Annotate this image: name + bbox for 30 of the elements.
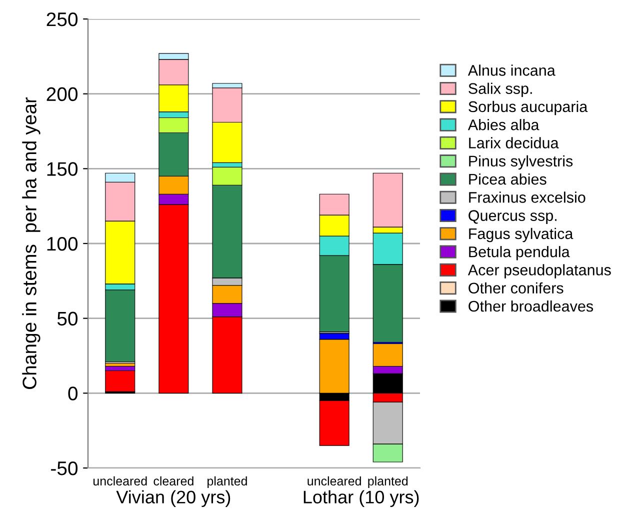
legend-label: Quercus ssp. xyxy=(468,210,556,224)
legend-label: Sorbus aucuparia xyxy=(468,100,588,116)
y-axis-title: Change in stems per ha and year xyxy=(22,97,40,389)
legend-label: Alnus incana xyxy=(468,64,556,76)
bar xyxy=(105,370,136,392)
x-tick-label: cleared xyxy=(154,476,194,486)
y-tick-label: 200 xyxy=(46,87,78,102)
y-tick-label: 50 xyxy=(57,312,78,326)
y-tick-label: 0 xyxy=(68,386,78,400)
x-tick-label: uncleared xyxy=(308,476,361,486)
legend-label: Pinus sylvestris xyxy=(469,155,573,170)
y-tick-label: 250 xyxy=(46,12,78,26)
legend-label: Salix ssp. xyxy=(468,82,532,97)
y-tick-label: 100 xyxy=(47,236,78,251)
legend-label: Fraxinus excelsio xyxy=(469,192,586,203)
y-tick-label: 150 xyxy=(47,162,78,176)
legend-label: Fagus sylvatica xyxy=(469,228,574,242)
legend-label: Betula pendula xyxy=(469,246,570,260)
y-tick-label: -50 xyxy=(51,461,78,476)
legend-label: Other broadleaves xyxy=(468,300,594,312)
legend-label: Other conifers xyxy=(468,282,564,294)
x-tick-label: planted xyxy=(208,476,247,488)
legend-label: Larix decidua xyxy=(469,137,559,148)
x-tick-label: planted xyxy=(368,476,408,488)
x-tick-label: uncleared xyxy=(93,476,147,486)
text: Vivian (20 yrs) xyxy=(116,490,230,508)
text: Lothar (10 yrs) xyxy=(304,490,419,508)
legend-label: Abies alba xyxy=(468,119,540,130)
legend-label: Picea abies xyxy=(469,173,546,185)
legend-label: Acer pseudoplatanus xyxy=(468,264,611,278)
